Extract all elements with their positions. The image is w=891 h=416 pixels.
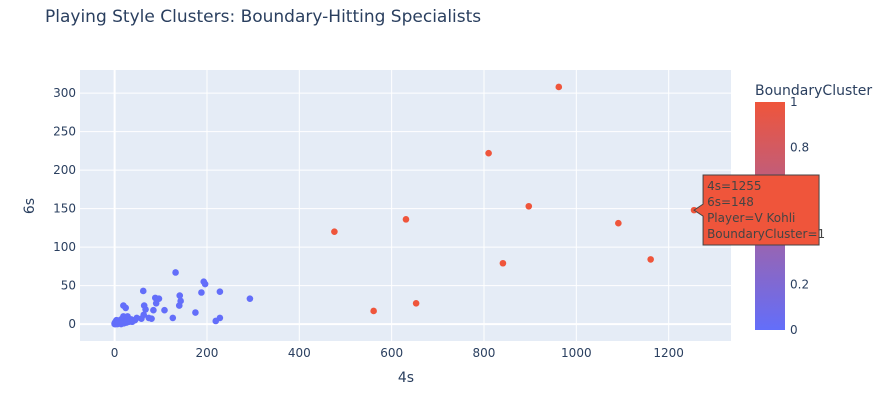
data-point-cluster-0[interactable] xyxy=(150,306,157,314)
plot-area[interactable] xyxy=(80,70,731,341)
tooltip-line: Player=V Kohli xyxy=(707,211,795,225)
y-tick-label: 0 xyxy=(68,317,76,331)
y-axis-title: 6s xyxy=(22,198,38,214)
chart-title: Playing Style Clusters: Boundary-Hitting… xyxy=(45,7,481,27)
data-point-cluster-0[interactable] xyxy=(152,299,160,307)
data-point-cluster-0[interactable] xyxy=(192,309,199,316)
colorbar-title: BoundaryCluster xyxy=(755,83,872,99)
x-tick-label: 0 xyxy=(111,346,119,360)
y-tick-label: 100 xyxy=(53,240,76,254)
data-point-cluster-1[interactable] xyxy=(525,202,533,210)
x-tick-labels: 0 200 400 600 800 1000 1200 xyxy=(111,346,684,360)
data-point-cluster-0[interactable] xyxy=(175,302,183,309)
data-point-cluster-1[interactable] xyxy=(647,256,654,263)
colorbar-tick-label: 0.2 xyxy=(790,277,809,291)
y-tick-label: 50 xyxy=(61,279,76,293)
data-point-cluster-0[interactable] xyxy=(172,269,179,276)
x-tick-label: 1000 xyxy=(561,346,592,360)
tooltip-box xyxy=(693,174,820,246)
y-tick-label: 200 xyxy=(53,163,76,177)
data-point-cluster-0[interactable] xyxy=(246,295,254,302)
data-point-cluster-1[interactable] xyxy=(499,259,507,267)
tooltip-line: BoundaryCluster=1 xyxy=(707,227,825,241)
colorbar-tick-labels: 0 0.2 0.8 1 xyxy=(790,95,809,337)
y-tick-label: 300 xyxy=(53,86,76,100)
tooltip-line: 4s=1255 xyxy=(707,179,761,193)
colorbar-tick-label: 0.8 xyxy=(790,141,809,155)
data-point-cluster-0[interactable] xyxy=(128,318,136,326)
data-point-cluster-0[interactable] xyxy=(117,320,125,328)
x-tick-label: 1200 xyxy=(653,346,684,360)
data-point-cluster-0[interactable] xyxy=(148,315,155,322)
hover-tooltip: 4s=1255 6s=148 Player=V Kohli BoundaryClust… xyxy=(693,174,825,246)
data-point-cluster-1[interactable] xyxy=(485,149,492,157)
data-point-cluster-0[interactable] xyxy=(138,315,145,322)
y-tick-label: 150 xyxy=(53,202,76,216)
data-point-cluster-0[interactable] xyxy=(216,288,224,296)
data-point-cluster-0[interactable] xyxy=(198,289,205,296)
x-axis-title: 4s xyxy=(398,370,414,386)
colorbar-tick-label: 0 xyxy=(790,323,798,337)
data-point-cluster-0[interactable] xyxy=(201,280,209,288)
data-point-cluster-0[interactable] xyxy=(169,314,177,322)
x-tick-label: 400 xyxy=(288,346,311,360)
tooltip-line: 6s=148 xyxy=(707,195,754,209)
grid-lines xyxy=(80,70,731,341)
data-point-cluster-1[interactable] xyxy=(555,83,563,91)
y-tick-label: 250 xyxy=(53,125,76,139)
x-tick-label: 200 xyxy=(196,346,219,360)
data-point-cluster-0[interactable] xyxy=(212,317,220,325)
x-tick-label: 800 xyxy=(473,346,496,360)
data-point-cluster-0[interactable] xyxy=(139,287,147,295)
data-point-cluster-1[interactable] xyxy=(402,216,410,223)
data-point-cluster-0[interactable] xyxy=(142,306,149,313)
colorbar-tick-label: 1 xyxy=(790,95,798,109)
y-tick-labels: 0 50 100 150 200 250 300 xyxy=(53,86,76,331)
data-points xyxy=(111,83,698,328)
data-point-cluster-1[interactable] xyxy=(412,299,420,307)
data-point-cluster-1[interactable] xyxy=(331,228,338,235)
data-point-cluster-1[interactable] xyxy=(370,307,377,315)
data-point-cluster-0[interactable] xyxy=(161,306,168,314)
data-point-cluster-1[interactable] xyxy=(615,219,622,227)
data-point-cluster-0[interactable] xyxy=(176,292,184,299)
x-tick-label: 600 xyxy=(380,346,403,360)
data-point-cluster-0[interactable] xyxy=(122,304,130,312)
